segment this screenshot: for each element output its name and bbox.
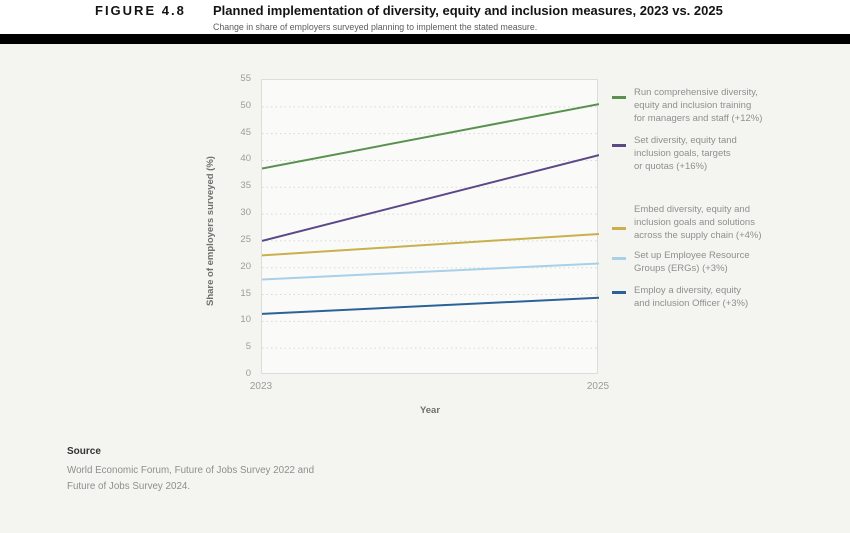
figure-header: FIGURE 4.8 Planned implementation of div… bbox=[0, 0, 850, 34]
legend-label-line: inclusion goals and solutions bbox=[634, 217, 755, 228]
y-axis-tick-label: 5 bbox=[245, 341, 251, 353]
y-axis-tick-label: 55 bbox=[240, 73, 251, 84]
y-axis-title: Share of employers surveyed (%) bbox=[205, 156, 216, 306]
source-line: Future of Jobs Survey 2024. bbox=[67, 481, 191, 492]
y-axis-tick-label: 40 bbox=[240, 153, 251, 165]
legend-label: Employ a diversity, equity and inclusion… bbox=[634, 284, 748, 310]
source-line: World Economic Forum, Future of Jobs Sur… bbox=[67, 465, 315, 476]
figure-subtitle: Change in share of employers surveyed pl… bbox=[213, 22, 538, 32]
y-axis-tick-label: 35 bbox=[240, 180, 251, 192]
legend-label-line: for managers and staff (+12%) bbox=[634, 113, 763, 124]
chart-canvas: Share of employers surveyed (%) 0 5 10 15 20… bbox=[0, 44, 850, 533]
y-axis-tick-label: 25 bbox=[240, 233, 251, 245]
legend-label-line: Set up Employee Resource bbox=[634, 250, 750, 261]
y-axis-tick-label: 30 bbox=[240, 207, 251, 219]
y-axis-tick-label: 0 bbox=[245, 368, 251, 379]
legend-entry-supply-chain: Embed diversity, equity and inclusion go… bbox=[612, 203, 762, 242]
legend-swatch-green bbox=[612, 96, 626, 99]
plot-area bbox=[261, 79, 599, 374]
x-axis-tick-2023: 2023 bbox=[249, 381, 273, 392]
legend-swatch-gold bbox=[612, 227, 626, 230]
legend-label: Embed diversity, equity and inclusion go… bbox=[634, 203, 762, 242]
x-axis-tick-2025: 2025 bbox=[586, 381, 610, 392]
legend-label-line: Employ a diversity, equity bbox=[634, 285, 742, 296]
y-axis-tick-label: 50 bbox=[240, 99, 251, 111]
header-divider-bar bbox=[0, 34, 850, 44]
legend-label-line: inclusion goals, targets bbox=[634, 148, 731, 159]
legend-swatch-purple bbox=[612, 144, 626, 147]
legend-label: Run comprehensive diversity, equity and … bbox=[634, 86, 762, 125]
legend-label-line: Embed diversity, equity and bbox=[634, 204, 750, 215]
legend-swatch-dark-blue bbox=[612, 291, 626, 294]
legend-label-line: Groups (ERGs) (+3%) bbox=[634, 263, 728, 274]
legend-label-line: equity and inclusion training bbox=[634, 100, 752, 111]
source-label: Source bbox=[67, 446, 101, 457]
legend-label-line: Set diversity, equity tand bbox=[634, 135, 737, 146]
legend-label: Set up Employee Resource Groups (ERGs) (… bbox=[634, 249, 750, 275]
legend-entry-dei-officer: Employ a diversity, equity and inclusion… bbox=[612, 284, 748, 310]
legend-swatch-light-blue bbox=[612, 257, 626, 260]
source-block: Source World Economic Forum, Future of J… bbox=[67, 446, 314, 495]
legend-entry-training: Run comprehensive diversity, equity and … bbox=[612, 86, 762, 125]
line-chart-svg bbox=[262, 103, 599, 349]
figure-number-label: FIGURE 4.8 bbox=[95, 3, 186, 18]
legend-entry-goals: Set diversity, equity tand inclusion goa… bbox=[612, 134, 737, 173]
x-axis-title: Year bbox=[419, 405, 441, 416]
legend-label-line: across the supply chain (+4%) bbox=[634, 230, 762, 241]
y-axis-tick-label: 20 bbox=[240, 260, 251, 272]
legend-label-line: and inclusion Officer (+3%) bbox=[634, 298, 749, 309]
figure-title: Planned implementation of diversity, equ… bbox=[213, 3, 723, 18]
y-axis-tick-label: 45 bbox=[240, 126, 251, 138]
legend-label-line: Run comprehensive diversity, bbox=[634, 87, 758, 98]
legend-label-line: or quotas (+16%) bbox=[634, 161, 708, 172]
legend-label: Set diversity, equity tand inclusion goa… bbox=[634, 134, 737, 173]
y-axis-tick-label: 10 bbox=[240, 314, 251, 326]
y-axis-tick-label: 15 bbox=[240, 287, 251, 299]
legend-entry-ergs: Set up Employee Resource Groups (ERGs) (… bbox=[612, 249, 750, 275]
